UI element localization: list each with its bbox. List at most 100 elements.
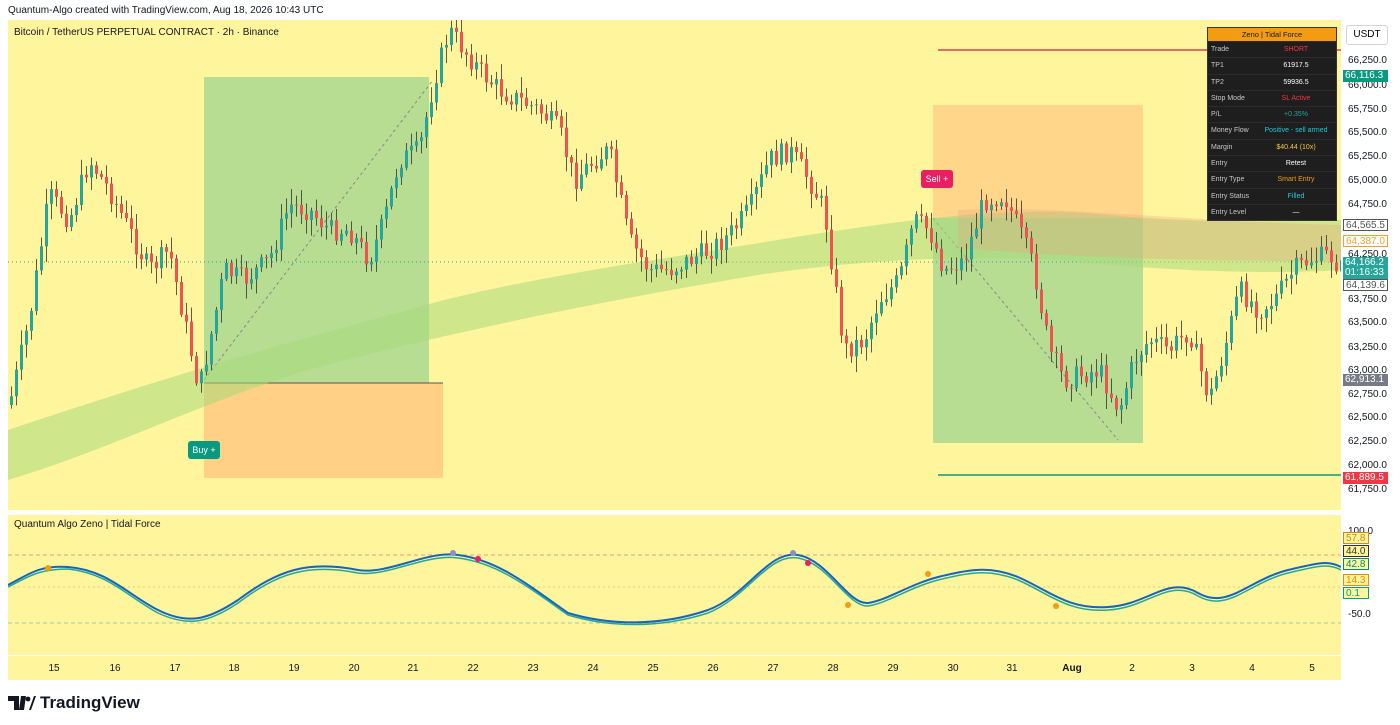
price-tick: 63,750.0 [1348, 294, 1387, 305]
candle-body [1105, 365, 1108, 394]
top-bar: Quantum-Algo created with TradingView.co… [0, 0, 1400, 20]
osc-badge: 14.3 [1343, 574, 1369, 586]
candle-body [245, 267, 248, 284]
candle-body [1335, 262, 1338, 272]
candle-body [505, 96, 508, 102]
price-badge: 62,913.1 [1343, 374, 1388, 386]
tradingview-icon [8, 696, 36, 710]
candle-body [700, 243, 703, 257]
osc-line [8, 553, 1341, 624]
candle-body [95, 165, 98, 174]
candle-body [120, 203, 123, 213]
candle-body [160, 247, 163, 269]
candle-body [170, 251, 173, 259]
time-tick: 18 [228, 663, 240, 674]
time-tick: 24 [587, 663, 599, 674]
price-tick: 66,000.0 [1348, 80, 1387, 91]
time-tick: 2 [1129, 663, 1135, 674]
candle-body [195, 356, 198, 384]
candle-body [430, 102, 433, 118]
candle-body [570, 157, 573, 163]
candle-body [1195, 343, 1198, 348]
candle-body [1060, 353, 1063, 371]
candle-body [995, 204, 998, 207]
candle-body [435, 83, 438, 103]
symbol-title[interactable]: Bitcoin / TetherUS PERPETUAL CONTRACT · … [14, 27, 279, 38]
candle-body [270, 253, 273, 259]
candle-body [650, 269, 653, 271]
time-tick: 27 [767, 663, 779, 674]
candle-body [480, 62, 483, 64]
candle-body [200, 371, 203, 384]
panel-row-key: Entry Level [1211, 208, 1247, 216]
price-axis[interactable]: USDT 66,250.0 66,000.0 65,750.0 65,500.0 65,… [1341, 20, 1400, 680]
candle-body [1245, 281, 1248, 308]
currency-button[interactable]: USDT [1346, 25, 1388, 45]
candle-body [1310, 262, 1313, 266]
candle-body [880, 302, 883, 314]
price-tick: 65,500.0 [1348, 127, 1387, 138]
candle-body [1240, 281, 1243, 297]
candle-body [1155, 338, 1158, 343]
candle-body [360, 238, 363, 243]
candle-body [250, 279, 253, 284]
candle-body [255, 267, 258, 280]
candle-body [265, 257, 268, 259]
candle-body [495, 79, 498, 85]
price-chart[interactable] [8, 20, 1341, 510]
candle-body [510, 101, 513, 105]
oscillator-pane[interactable] [8, 515, 1341, 655]
panel-row-value: 61917.5 [1283, 62, 1309, 70]
candle-body [795, 146, 798, 153]
candle-body [955, 269, 958, 271]
candle-body [215, 309, 218, 334]
candle-body [1280, 280, 1283, 294]
candle-body [155, 261, 158, 269]
price-tick: 61,750.0 [1348, 484, 1387, 495]
candle-body [260, 257, 263, 268]
time-tick: 16 [109, 663, 121, 674]
candle-body [1095, 372, 1098, 377]
candle-body [560, 116, 563, 128]
candle-body [810, 176, 813, 194]
candle-body [1325, 246, 1328, 251]
candle-body [10, 396, 13, 405]
candle-body [875, 313, 878, 323]
panel-row: Stop Mode SL Active [1208, 89, 1336, 106]
price-tick: 64,750.0 [1348, 199, 1387, 210]
candle-body [1140, 354, 1143, 362]
osc-badge: 44.0 [1343, 545, 1369, 557]
candle-body [895, 275, 898, 288]
candle-body [970, 236, 973, 260]
candle-body [990, 204, 993, 211]
tradingview-logo[interactable]: TradingView [8, 693, 140, 713]
price-tick: 62,500.0 [1348, 412, 1387, 423]
candle-body [870, 322, 873, 340]
candle-body [815, 193, 818, 198]
panel-row-value: Filled [1287, 192, 1305, 200]
candle-body [185, 314, 188, 322]
time-axis[interactable]: 15 16 17 18 19 20 21 22 23 24 25 26 27 28 29 30 31 Aug 2 3 4… [8, 656, 1341, 680]
candle-body [535, 104, 538, 106]
candle-body [1160, 337, 1163, 339]
candle-body [165, 247, 168, 252]
candle-body [1215, 376, 1218, 389]
candle-body [385, 206, 388, 219]
indicator-title[interactable]: Quantum Algo Zeno | Tidal Force [14, 519, 161, 530]
candle-body [985, 200, 988, 211]
candle-body [280, 218, 283, 250]
candle-body [20, 344, 23, 370]
brand-name: TradingView [40, 693, 140, 712]
candle-body [1070, 387, 1073, 389]
candle-body [1125, 388, 1128, 406]
footer: TradingView [0, 683, 1400, 725]
candle-body [465, 52, 468, 55]
candle-body [1200, 343, 1203, 372]
candle-body [205, 364, 208, 372]
candle-body [1315, 261, 1318, 263]
candle-body [370, 261, 373, 265]
panel-row: Trade SHORT [1208, 41, 1336, 57]
candle-body [905, 244, 908, 267]
candle-body [980, 200, 983, 229]
candle-body [145, 253, 148, 260]
